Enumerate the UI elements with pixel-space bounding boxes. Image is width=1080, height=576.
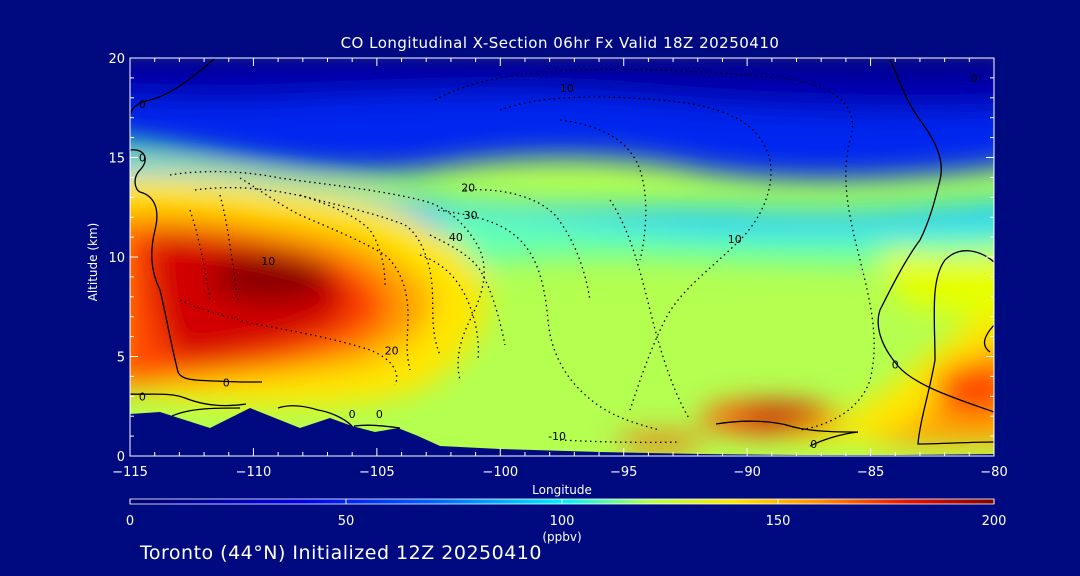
chart-title: CO Longitudinal X-Section 06hr Fx Valid … (340, 34, 780, 52)
co-contour-lines (130, 58, 994, 447)
y-tick-label: 15 (108, 152, 125, 167)
x-tick-label: −95 (610, 465, 637, 480)
contour-value-label: 0 (223, 376, 230, 389)
x-tick-label: −80 (980, 465, 1007, 480)
contour-value-label: 10 (261, 255, 275, 268)
footer-info: Toronto (44°N) Initialized 12Z 20250410 (140, 542, 542, 564)
contour-value-label: 10 (728, 233, 742, 246)
contour-value-label: 0 (892, 358, 899, 371)
contour-value-label: 0 (349, 408, 356, 421)
x-tick-label: −100 (482, 465, 518, 480)
colorbar-ticks: 0 50 100 150 200 (126, 499, 1007, 529)
contour-value-label: 0 (971, 72, 978, 85)
colorbar-tick-label: 200 (982, 514, 1007, 529)
contour-value-label: 0 (810, 438, 817, 451)
contour-value-label: 0 (139, 98, 146, 111)
y-tick-label: 0 (117, 450, 125, 465)
contour-value-label: 10 (560, 82, 574, 95)
x-tick-label: −85 (857, 465, 884, 480)
y-tick-label: 20 (108, 52, 125, 67)
contour-value-label: -10 (548, 430, 566, 443)
y-tick-label: 10 (108, 251, 125, 266)
y-axis: 0 5 10 15 20 (108, 52, 994, 465)
y-axis-label: Altitude (km) (86, 223, 100, 302)
colorbar-tick-label: 50 (338, 514, 355, 529)
contour-value-label: 0 (139, 151, 146, 164)
y-tick-label: 5 (117, 351, 125, 366)
terrain-mask (130, 408, 994, 456)
contour-value-label: 0 (139, 390, 146, 403)
x-tick-label: −110 (236, 465, 272, 480)
co-anomaly-contours (169, 68, 875, 444)
contour-value-label: 30 (464, 209, 478, 222)
x-tick-label: −115 (112, 465, 148, 480)
x-tick-label: −105 (359, 465, 395, 480)
co-concentration-field (130, 58, 994, 456)
x-axis: −115 −110 −105 −100 −95 −90 −85 −80 (112, 58, 1008, 480)
x-tick-label: −90 (733, 465, 760, 480)
contour-value-label: 0 (376, 408, 383, 421)
x-axis-label: Longitude (532, 483, 592, 497)
colorbar-tick-label: 150 (766, 514, 791, 529)
contour-value-label: 40 (449, 231, 463, 244)
contour-value-label: 20 (385, 345, 399, 358)
colorbar-tick-label: 0 (126, 514, 134, 529)
contour-value-label: 20 (461, 181, 475, 194)
colorbar-tick-label: 100 (550, 514, 575, 529)
colorbar-unit-label: (ppbv) (542, 530, 581, 544)
